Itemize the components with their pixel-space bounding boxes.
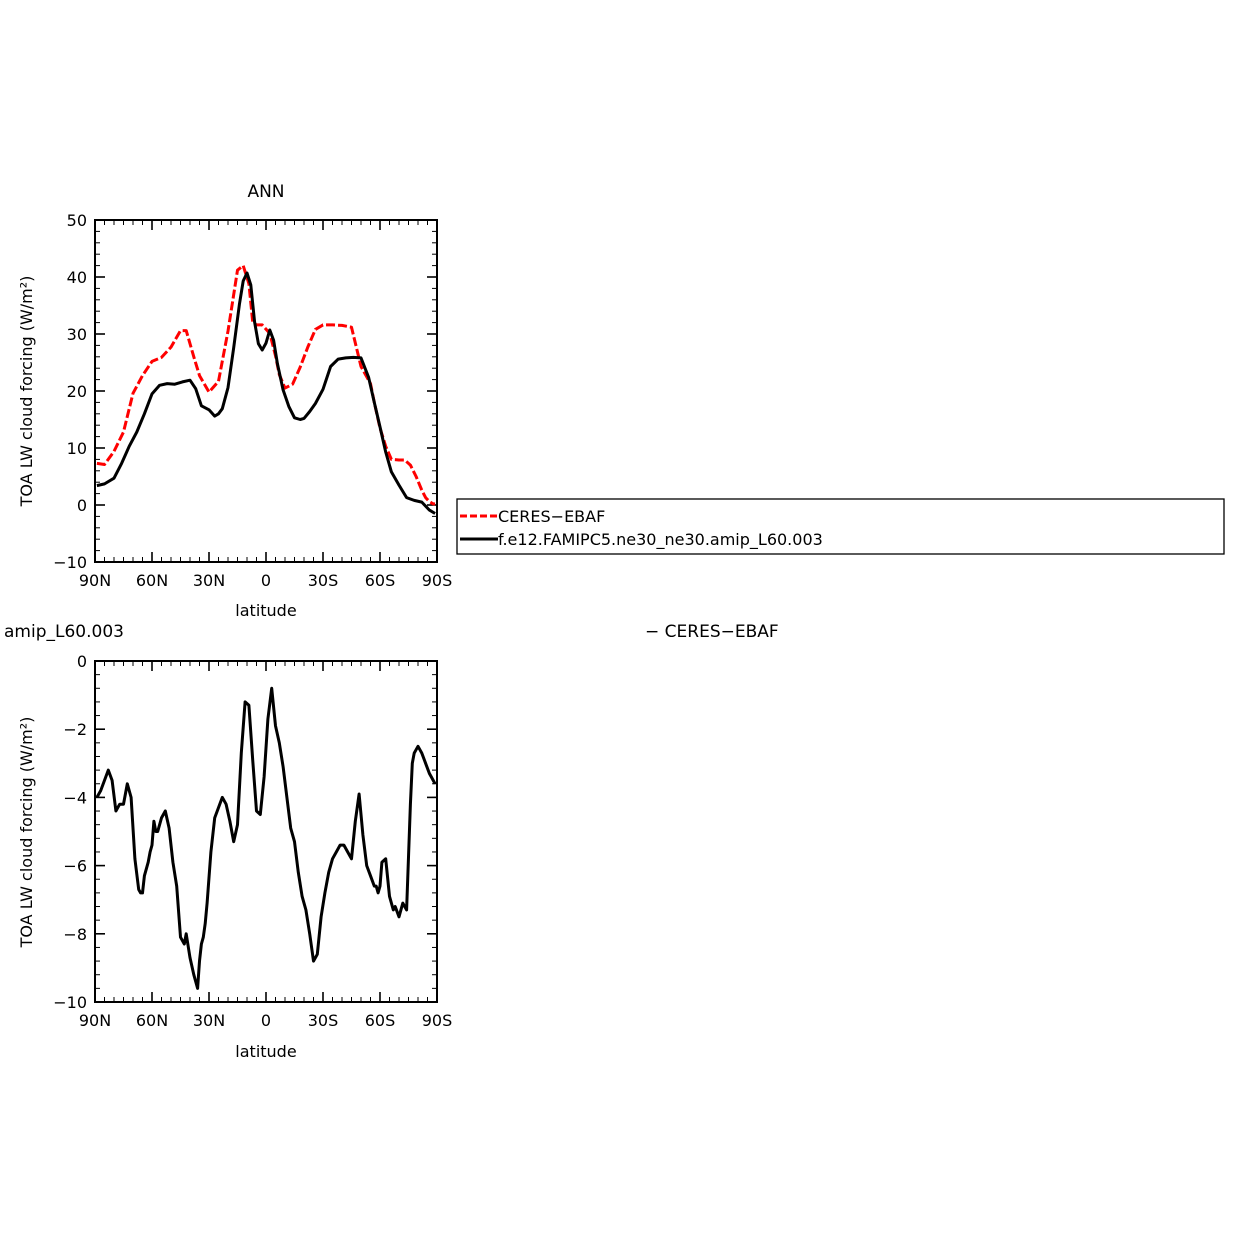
x-tick-label: 30N: [193, 571, 225, 590]
x-tick-label: 60N: [136, 1011, 168, 1030]
y-tick-label: 0: [77, 496, 87, 515]
y-axis-ticks: −10 0 10 20 30 40 50: [53, 211, 437, 572]
x-tick-label: 90N: [79, 571, 111, 590]
y-axis-label: TOA LW cloud forcing (W/m²): [17, 276, 36, 508]
y-tick-label: 10: [67, 439, 87, 458]
chart-title: amip_L60.003: [4, 622, 124, 642]
series-layer: [95, 686, 437, 990]
y-tick-label: −4: [63, 788, 87, 807]
x-tick-label: 30S: [308, 571, 339, 590]
y-tick-label: 40: [67, 268, 87, 287]
x-tick-label: 60S: [365, 1011, 396, 1030]
x-tick-label: 90N: [79, 1011, 111, 1030]
x-tick-label: 30N: [193, 1011, 225, 1030]
plot-frame: [94, 219, 438, 563]
x-tick-label: 30S: [308, 1011, 339, 1030]
y-tick-label: 20: [67, 382, 87, 401]
legend-entry-model: f.e12.FAMIPC5.ne30_ne30.amip_L60.003: [498, 530, 823, 550]
legend-entry-ceres: CERES−EBAF: [498, 507, 605, 526]
y-axis-label: TOA LW cloud forcing (W/m²): [17, 717, 36, 949]
x-tick-label: 0: [261, 1011, 271, 1030]
legend: CERES−EBAF f.e12.FAMIPC5.ne30_ne30.amip_…: [456, 498, 1225, 555]
series-line-0: [96, 264, 436, 506]
y-tick-label: −10: [53, 553, 87, 572]
series-layer: [96, 264, 436, 515]
chart-subtitle: − CERES−EBAF: [645, 622, 779, 642]
legend-box: [456, 498, 1225, 555]
chart-title: ANN: [247, 182, 284, 202]
x-tick-label: 90S: [422, 1011, 453, 1030]
y-axis-ticks: −10 −8 −6 −4 −2 0: [53, 652, 437, 1012]
x-tick-label: 0: [261, 571, 271, 590]
x-tick-label: 60N: [136, 571, 168, 590]
panel-top: ANN −10 0 10 20 30 40 50 90N 60N 30N 0 30S 60S 90S l…: [17, 182, 452, 620]
y-tick-label: 0: [77, 652, 87, 671]
x-axis-label: latitude: [235, 601, 296, 620]
y-tick-label: −2: [63, 720, 87, 739]
panel-bottom: amip_L60.003 − CERES−EBAF −10 −8 −6 −4 −2 0 9…: [4, 622, 779, 1061]
x-axis-ticks: 90N 60N 30N 0 30S 60S 90S: [79, 661, 452, 1030]
plot-frame: [94, 660, 438, 1003]
y-tick-label: −6: [63, 857, 87, 876]
series-line-0: [95, 686, 437, 990]
y-tick-label: −8: [63, 925, 87, 944]
x-tick-label: 90S: [422, 571, 453, 590]
y-tick-label: 30: [67, 325, 87, 344]
series-line-1: [96, 271, 436, 515]
y-tick-label: −10: [53, 993, 87, 1012]
y-tick-label: 50: [67, 211, 87, 230]
x-axis-label: latitude: [235, 1042, 296, 1061]
x-tick-label: 60S: [365, 571, 396, 590]
x-axis-ticks: 90N 60N 30N 0 30S 60S 90S: [79, 220, 452, 590]
